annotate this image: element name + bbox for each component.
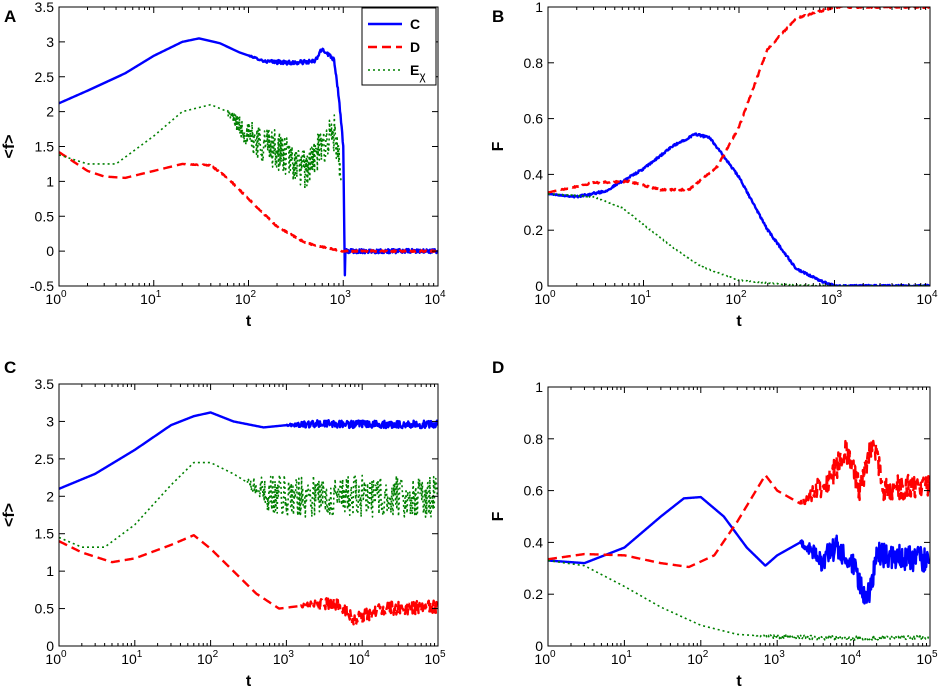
x-tick-label: 102 <box>197 649 219 667</box>
panel-label: A <box>4 7 16 26</box>
y-tick-label: 2.5 <box>35 451 55 467</box>
y-tick-label: 0.8 <box>524 55 544 71</box>
y-tick-label: 3.5 <box>35 0 55 15</box>
y-axis-label: <f> <box>1 134 18 158</box>
y-tick-label: 2 <box>46 488 54 504</box>
y-tick-label: 2.5 <box>35 69 55 85</box>
x-tick-label: 102 <box>235 289 257 307</box>
series-line-c <box>59 411 438 490</box>
x-axis-label: t <box>736 313 742 330</box>
x-tick-label: 102 <box>687 649 709 667</box>
y-tick-label: 3.5 <box>35 376 55 392</box>
y-tick-label: 2 <box>46 104 54 120</box>
x-tick-label: 103 <box>821 289 843 307</box>
panel-label: D <box>492 358 504 377</box>
axes-box <box>58 383 439 647</box>
series-line-c <box>59 37 438 277</box>
x-tick-label: 104 <box>840 649 862 667</box>
series-line-e <box>548 559 930 641</box>
x-tick-label: 103 <box>764 649 786 667</box>
x-tick-label: 105 <box>424 649 446 667</box>
y-tick-label: 0.6 <box>524 483 544 499</box>
panel-label: C <box>4 358 16 377</box>
series-group <box>59 37 438 277</box>
y-tick-label: 0 <box>535 638 543 654</box>
x-tick-label: 103 <box>330 289 352 307</box>
x-tick-label: 101 <box>630 289 652 307</box>
series-line-d <box>548 7 930 194</box>
x-tick-label: 101 <box>611 649 633 667</box>
series-line-e <box>548 193 930 286</box>
x-tick-label: 104 <box>349 649 371 667</box>
y-tick-label: 1 <box>46 563 54 579</box>
y-tick-label: 0.5 <box>35 208 55 224</box>
y-tick-label: 1.5 <box>35 139 55 155</box>
y-tick-label: 3 <box>46 34 54 50</box>
y-tick-label: 1 <box>535 379 543 395</box>
series-line-d <box>59 534 438 627</box>
series-group <box>59 411 438 627</box>
series-line-e <box>59 461 438 548</box>
y-tick-label: 0.5 <box>35 601 55 617</box>
axes-box <box>547 386 931 647</box>
x-axis-label: t <box>736 673 742 686</box>
y-axis-label: F <box>490 511 507 521</box>
x-tick-label: 104 <box>916 289 938 307</box>
x-axis-label: t <box>246 313 252 330</box>
series-line-c <box>548 132 930 286</box>
series-line-d <box>59 151 438 254</box>
y-tick-label: 0.8 <box>524 431 544 447</box>
panel-A: 100 101 102 103 104-0.500.511.522.533.5t<f>A… <box>1 0 446 330</box>
y-axis-label: <f> <box>1 503 18 527</box>
x-tick-label: 101 <box>140 289 162 307</box>
x-tick-label: 105 <box>916 649 938 667</box>
axes-box <box>547 6 931 287</box>
y-tick-label: 3 <box>46 413 54 429</box>
y-tick-label: -0.5 <box>30 278 54 294</box>
y-tick-label: 1 <box>535 0 543 15</box>
y-tick-label: 1 <box>46 173 54 189</box>
y-tick-label: 0 <box>46 243 54 259</box>
y-tick-label: 0.4 <box>524 534 544 550</box>
series-line-d <box>548 439 930 569</box>
y-tick-label: 0.6 <box>524 111 544 127</box>
x-axis-label: t <box>246 673 252 686</box>
y-tick-label: 0 <box>46 638 54 654</box>
y-tick-label: 0 <box>535 278 543 294</box>
legend-label-d: D <box>410 39 420 55</box>
y-axis-label: F <box>490 141 507 151</box>
series-line-c <box>548 495 930 605</box>
series-line-e <box>59 103 342 190</box>
x-tick-label: 102 <box>725 289 747 307</box>
y-tick-label: 1.5 <box>35 526 55 542</box>
series-group <box>548 7 930 286</box>
panel-label: B <box>492 7 504 26</box>
series-group <box>548 439 930 641</box>
x-tick-label: 104 <box>424 289 446 307</box>
x-tick-label: 103 <box>273 649 295 667</box>
y-tick-label: 0.2 <box>524 222 544 238</box>
legend-label-c: C <box>410 16 420 32</box>
y-tick-label: 0.4 <box>524 166 544 182</box>
x-tick-label: 101 <box>121 649 143 667</box>
y-tick-label: 0.2 <box>524 586 544 602</box>
